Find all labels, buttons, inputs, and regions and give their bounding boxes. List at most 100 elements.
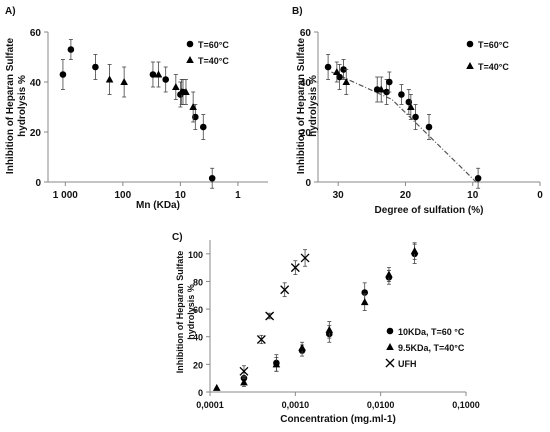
- data-point: [386, 78, 393, 86]
- data-point: [340, 66, 347, 73]
- legend-label: T=60°C: [478, 40, 509, 50]
- x-tick-label: 0,0001: [196, 400, 224, 410]
- legend-label: 9.5KDa, T=40°C: [398, 343, 465, 353]
- y-axis-title-line-2: hydrolysis %: [186, 284, 196, 340]
- y-axis-title-line-2: hydrolysis %: [17, 75, 28, 137]
- data-point: [407, 103, 415, 110]
- data-point: [360, 298, 369, 306]
- data-point: [474, 174, 482, 182]
- legend-marker-triangle: [186, 56, 194, 63]
- legend-label: T=60°C: [198, 40, 229, 50]
- x-tick-label: 100: [115, 190, 132, 201]
- x-tick-label: 0,0010: [282, 400, 310, 410]
- y-tick-label: 60: [193, 305, 203, 315]
- x-tick-label: 0: [537, 190, 543, 201]
- y-axis-title-line-1: Inhibition of Heparan Sulfate: [5, 38, 16, 175]
- y-tick-label: 40: [193, 333, 203, 343]
- data-point: [325, 325, 334, 333]
- legend-label: UFH: [398, 359, 417, 369]
- data-point: [412, 113, 419, 121]
- data-point: [208, 174, 216, 182]
- data-point: [265, 311, 275, 321]
- data-point: [280, 285, 290, 295]
- series-triangle: [212, 242, 419, 391]
- x-tick-label: 10: [175, 190, 187, 201]
- data-point: [333, 68, 341, 75]
- x-tick-label: 1 000: [53, 190, 78, 201]
- y-tick-label: 20: [300, 128, 312, 139]
- y-tick-label: 0: [198, 388, 203, 398]
- panel-label: A): [5, 6, 16, 17]
- series-circle: [324, 54, 482, 189]
- y-axis-title: Inhibition of Heparan Sulfatehydrolysis …: [5, 38, 28, 175]
- data-point: [162, 76, 169, 83]
- trendline: [331, 71, 477, 183]
- legend-marker-circle: [386, 327, 394, 335]
- y-axis-title: Inhibition of Heparan Sulfatehydrolysis …: [296, 38, 319, 175]
- data-point: [383, 88, 390, 96]
- series-x: [239, 249, 310, 378]
- y-axis-title-line-1: Inhibition of Heparan Sulfate: [296, 38, 307, 175]
- data-point: [256, 335, 266, 344]
- data-point: [398, 91, 405, 98]
- data-point: [154, 70, 163, 78]
- data-point: [324, 63, 332, 71]
- y-tick-label: 20: [193, 360, 203, 370]
- legend-marker-circle: [466, 40, 474, 48]
- x-axis-title: Degree of sulfation (%): [375, 205, 484, 216]
- data-point: [425, 123, 433, 131]
- data-point: [239, 366, 249, 376]
- data-point: [149, 71, 157, 78]
- x-tick-label: 0,1000: [452, 400, 480, 410]
- y-tick-label: 60: [30, 28, 42, 39]
- data-point: [272, 360, 281, 368]
- data-point: [342, 78, 351, 85]
- series-triangle: [333, 61, 415, 120]
- chart-panel-1: A) 0 20 40 60 1 000 100 10 1 Mn (KDa) Inhibition o…: [5, 6, 268, 211]
- y-tick-label: 60: [300, 28, 312, 39]
- legend-label: 10KDa, T=60 °C: [398, 327, 465, 337]
- data-point: [240, 378, 248, 386]
- data-point: [290, 263, 300, 273]
- legend-marker-triangle: [386, 343, 394, 350]
- legend-marker-x: [385, 358, 395, 368]
- legend-marker-circle: [186, 40, 194, 48]
- y-tick-label: 0: [35, 178, 41, 189]
- y-tick-label: 40: [300, 78, 312, 89]
- x-tick-label: 10: [467, 190, 479, 201]
- data-point: [199, 123, 207, 131]
- y-axis-title: Inhibition of Heparan Sulfatehydrolysis …: [175, 251, 196, 374]
- data-point: [120, 78, 128, 85]
- data-point: [59, 71, 67, 78]
- data-point: [300, 253, 310, 263]
- x-axis-title: Mn (KDa): [136, 200, 180, 211]
- x-axis-title: Concentration (mg.ml-1): [280, 414, 396, 425]
- x-tick-label: 30: [333, 190, 345, 201]
- x-tick-label: 0,0100: [367, 400, 395, 410]
- y-axis-title-line-1: Inhibition of Heparan Sulfate: [175, 251, 185, 374]
- legend-label: T=40°C: [478, 62, 509, 72]
- y-tick-label: 80: [193, 277, 203, 287]
- data-point: [182, 88, 190, 95]
- data-point: [298, 343, 306, 351]
- data-point: [410, 247, 419, 255]
- data-point: [105, 75, 114, 83]
- y-tick-label: 0: [305, 178, 311, 189]
- y-tick-label: 20: [30, 128, 42, 139]
- y-tick-label: 100: [188, 250, 203, 260]
- legend-label: T=40°C: [198, 56, 229, 66]
- x-tick-label: 20: [400, 190, 412, 201]
- chart-panel-3: C) 0 20 40 60 80 100 0,0001 0,0010 0,0100 0,1000 Co…: [172, 232, 480, 425]
- legend-marker-triangle: [466, 62, 474, 69]
- data-point: [336, 73, 343, 81]
- data-point: [212, 383, 221, 391]
- y-axis-title-line-2: hydrolysis %: [308, 75, 319, 137]
- data-point: [92, 63, 99, 71]
- y-tick-label: 40: [30, 78, 42, 89]
- chart-panel-2: B) 0 20 40 60 30 20 10 0 Degree of sulfation (%) I…: [292, 6, 543, 216]
- data-point: [172, 83, 180, 90]
- data-point: [192, 113, 199, 121]
- data-point: [377, 85, 386, 93]
- data-point: [67, 46, 75, 53]
